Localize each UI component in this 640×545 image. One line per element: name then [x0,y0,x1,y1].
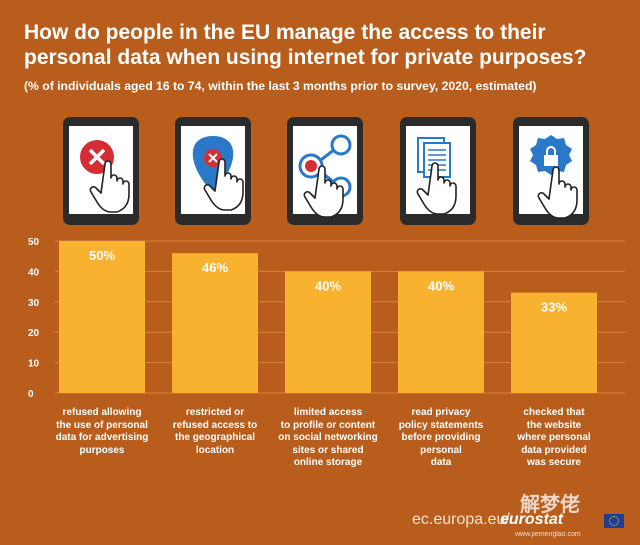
y-axis-ticks: 0 10 20 30 40 50 [28,237,40,400]
padlock-badge-hand-icon [513,117,589,225]
y-tick-label: 30 [28,298,40,309]
bar [172,253,258,393]
y-tick-label: 50 [28,237,40,248]
hand-pointer-icon [303,165,344,218]
x-category-label: read privacy policy statements before pr… [398,407,484,468]
chart-title: How do people in the EU manage the acces… [24,21,587,69]
map-pin-x-hand-icon [175,117,251,225]
hand-pointer-icon [416,162,457,215]
bars [59,241,597,393]
bar [285,271,371,393]
eurostat-logo: eurostat [500,511,564,528]
share-x-hand-icon [287,117,363,225]
data-label: 33% [541,300,567,315]
data-label: 46% [202,260,228,275]
bar [398,271,484,393]
data-label: 40% [428,278,454,293]
data-label: 40% [315,278,341,293]
x-category-label: checked that the website where personal … [517,407,591,468]
document-hand-icon [400,117,476,225]
data-label: 50% [89,248,115,263]
x-category-label: limited access to profile or content on … [278,407,378,468]
y-tick-label: 40 [28,267,40,278]
data-labels: 50% 46% 40% 40% 33% [89,248,567,315]
watermark-text: 解梦佬 [520,494,580,516]
y-tick-label: 20 [28,328,40,339]
y-tick-label: 0 [28,389,34,400]
hand-pointer-icon [203,158,244,211]
x-category-label: refused allowing the use of personal dat… [55,407,149,456]
eu-flag-icon [604,514,624,528]
watermark-url: www.jiemenglao.com [515,531,581,538]
tablet-icons [63,117,589,225]
hand-pointer-icon [537,166,578,219]
x-circle-hand-icon [63,117,139,225]
x-category-label: restricted or refused access to the geog… [172,407,258,456]
bar [59,241,145,393]
source-link[interactable]: ec.europa.eu/ [412,511,510,528]
bar [511,292,597,393]
hand-pointer-icon [89,160,130,213]
y-tick-label: 10 [28,359,40,370]
chart-subtitle: (% of individuals aged 16 to 74, within … [24,79,537,93]
